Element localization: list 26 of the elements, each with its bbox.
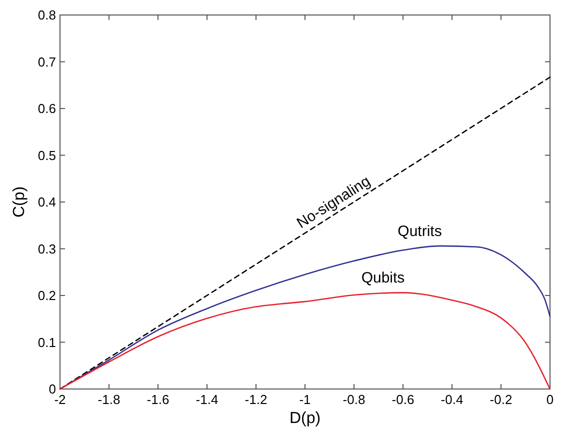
series-label: Qutrits xyxy=(398,222,442,240)
x-tick-label: -2 xyxy=(54,392,66,407)
x-tick-label: -0.2 xyxy=(490,392,512,407)
y-tick-label: 0.1 xyxy=(38,334,56,350)
line-series xyxy=(59,245,551,390)
x-tick-label: -0.4 xyxy=(440,392,464,407)
y-tick-label: 0.5 xyxy=(38,148,56,163)
x-tick-label: 0 xyxy=(546,392,554,407)
x-tick-label: -0.6 xyxy=(392,392,414,407)
series-label: Qubits xyxy=(361,270,405,287)
x-tick-label: -1.6 xyxy=(146,392,170,407)
y-tick-label: 0 xyxy=(48,382,56,396)
y-tick-label: 0.8 xyxy=(38,8,56,22)
y-tick-label: 0.3 xyxy=(38,241,56,256)
x-tick-label: -1 xyxy=(299,392,311,407)
y-tick-label: 0.6 xyxy=(38,101,56,116)
y-tick-label: 0.7 xyxy=(38,54,56,70)
y-tick-label: 0.2 xyxy=(38,288,56,303)
x-tick-label: -1.2 xyxy=(244,392,268,407)
x-tick-label: -1.4 xyxy=(196,392,218,407)
x-tick-label: -1.8 xyxy=(98,392,120,407)
line-series xyxy=(59,292,551,390)
y-tick-label: 0.4 xyxy=(38,194,56,210)
y-axis-title: C(p) xyxy=(11,186,28,218)
x-tick-label: -0.8 xyxy=(342,392,366,407)
x-axis-title: D(p) xyxy=(289,410,321,427)
